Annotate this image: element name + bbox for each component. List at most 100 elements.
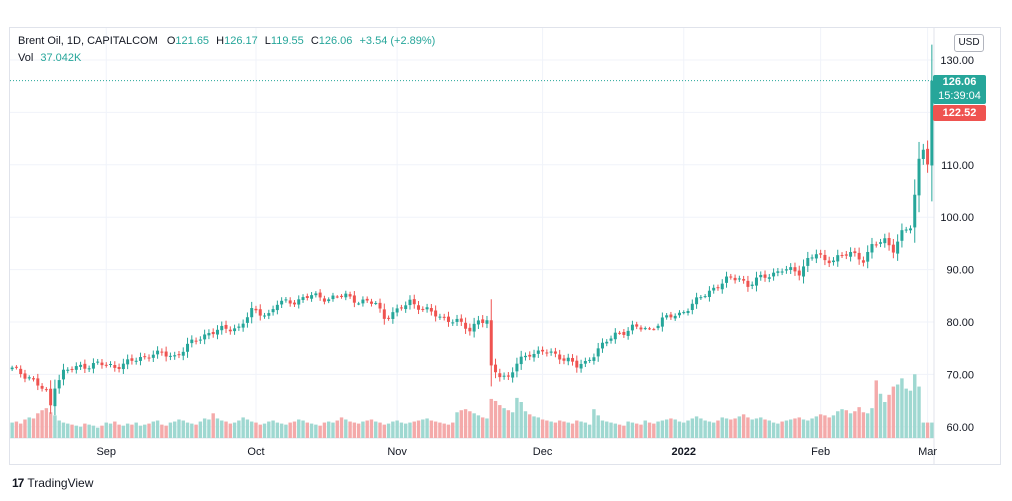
candle-body	[340, 295, 344, 297]
volume-bar	[827, 417, 831, 438]
volume-bar	[215, 418, 220, 438]
candle-body	[802, 266, 806, 277]
high-label: H	[216, 35, 225, 47]
candle-body	[425, 307, 429, 310]
candle-body	[429, 308, 433, 312]
volume-bar	[318, 425, 322, 438]
candle-body	[754, 277, 758, 286]
candle-body	[643, 328, 647, 330]
candle-body	[575, 360, 579, 368]
volume-bar	[361, 421, 365, 438]
candle-body	[412, 299, 416, 305]
volume-bar	[506, 410, 511, 438]
volume-bar	[626, 421, 630, 438]
candle-body	[143, 356, 147, 358]
volume-bar	[322, 422, 327, 438]
volume-bar	[545, 420, 549, 438]
volume-bar	[108, 423, 113, 438]
volume-bar	[754, 418, 759, 438]
candle-body	[746, 280, 750, 287]
y-tick-label: 100.00	[940, 212, 974, 224]
volume-bar	[515, 397, 519, 438]
volume-bar	[720, 417, 724, 438]
x-tick-label: Oct	[247, 446, 264, 458]
candle-body	[305, 296, 309, 298]
volume-bar	[297, 419, 301, 438]
volume-bar	[395, 420, 399, 438]
volume-bar	[18, 423, 23, 438]
volume-bar	[553, 422, 558, 438]
volume-bar	[245, 419, 250, 438]
volume-bar	[596, 415, 600, 438]
candle-body	[776, 271, 780, 273]
candle-body	[494, 364, 498, 373]
candle-body	[840, 255, 844, 257]
volume-bar	[74, 425, 79, 438]
currency-button[interactable]: USD	[954, 34, 984, 52]
candle-body	[224, 324, 228, 329]
candle-body	[459, 318, 463, 322]
volume-bar	[53, 415, 57, 438]
y-tick-label: 130.00	[940, 55, 974, 67]
volume-bar	[190, 423, 194, 438]
symbol-label[interactable]: Brent Oil, 1D, CAPITALCOM	[18, 35, 158, 47]
volume-bar	[224, 421, 228, 438]
candle-body	[164, 351, 168, 357]
volume-bar	[326, 421, 331, 438]
volume-bar	[823, 415, 827, 438]
candle-body	[468, 327, 472, 332]
volume-bar	[746, 417, 750, 438]
candle-body	[618, 332, 622, 334]
candle-body	[130, 358, 134, 361]
change-value: +3.54 (+2.89%)	[359, 35, 436, 47]
volume-bar	[202, 418, 207, 438]
candle-body	[874, 244, 878, 246]
candle-body	[57, 380, 61, 389]
volume-bar	[284, 424, 288, 438]
volume-legend: Vol 37.042K	[18, 52, 81, 64]
candle-body	[442, 316, 446, 318]
volume-bar	[125, 423, 130, 438]
volume-bar	[391, 421, 395, 438]
volume-bar	[771, 422, 776, 438]
candle-body	[408, 299, 412, 306]
volume-bar	[463, 409, 468, 438]
tradingview-mark-icon: 17	[12, 476, 24, 490]
candle-body	[861, 260, 865, 263]
volume-bar	[652, 423, 656, 438]
volume-bar	[737, 416, 742, 438]
volume-bar	[729, 419, 733, 438]
candle-body	[70, 368, 74, 370]
candle-body	[823, 254, 827, 261]
tradingview-logo[interactable]: 17 TradingView	[12, 476, 93, 490]
candle-body	[729, 276, 733, 278]
candle-body	[27, 377, 31, 379]
candle-body	[211, 332, 215, 335]
volume-bar	[579, 421, 583, 438]
volume-label[interactable]: Vol	[18, 52, 34, 64]
candle-body	[237, 326, 241, 328]
volume-bar	[168, 422, 173, 438]
volume-bar	[900, 378, 904, 438]
candle-body	[592, 357, 596, 361]
volume-bar	[536, 417, 541, 438]
candle-body	[74, 366, 78, 370]
open-label: O	[166, 35, 176, 47]
candle-body	[245, 317, 249, 323]
volume-bar	[861, 412, 866, 438]
candle-body	[819, 253, 823, 255]
y-tick-label: 80.00	[946, 317, 974, 329]
volume-bar	[600, 420, 605, 438]
volume-bar	[913, 374, 917, 438]
candle-body	[891, 244, 895, 253]
volume-bar	[301, 420, 305, 438]
candle-body	[96, 361, 100, 363]
candle-body	[438, 316, 442, 318]
volume-bar	[780, 421, 784, 438]
volume-bar	[519, 402, 523, 438]
volume-bar	[44, 408, 49, 438]
volume-bar	[365, 420, 369, 438]
candle-body	[720, 283, 724, 290]
volume-bar	[523, 411, 528, 438]
